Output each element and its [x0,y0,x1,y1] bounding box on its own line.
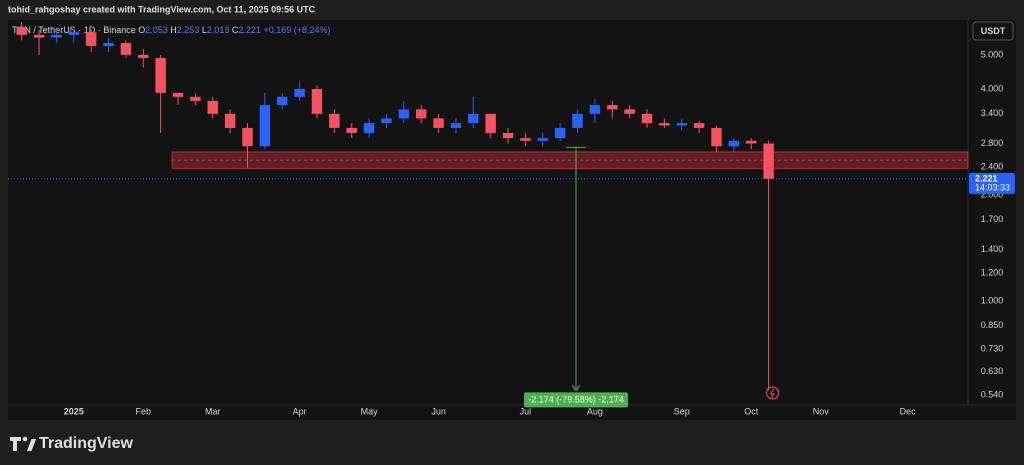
candle-body [259,105,271,147]
y-tick-label: 0.630 [981,366,1004,376]
candle-body [33,34,45,38]
x-tick-label: Aug [587,406,603,416]
last-price-label: 2.221 [975,173,998,183]
y-tick-label: 0.730 [981,343,1004,353]
candle-body [68,32,80,35]
legend-key: H [170,25,177,35]
y-tick-label: 2.800 [981,138,1004,148]
y-tick-label: 1.000 [981,295,1004,305]
y-tick-label: 4.000 [981,83,1004,93]
x-tick-label: Dec [900,406,917,416]
legend-key: O [138,25,145,35]
candle-body [554,127,566,139]
candle-body [728,140,740,147]
x-tick-label: Jul [520,406,532,416]
candle-body [172,92,184,97]
candle-body [363,123,375,133]
candle-body [85,32,97,46]
y-tick-label: 2.400 [981,161,1004,171]
candle-body [711,127,722,147]
y-tick-label: 5.000 [981,49,1004,59]
candle-body [398,109,410,119]
candle-body [242,127,253,147]
candle-body [641,113,653,124]
candle-body [572,113,583,128]
alert-icon [766,386,780,400]
y-tick-label: 1.200 [981,267,1004,277]
candle-body [485,113,496,133]
candle-body [693,123,705,128]
y-tick-label: 0.540 [981,389,1004,399]
x-tick-label: Jun [431,406,446,416]
header: tohid_rahgoshay created with TradingView… [8,4,316,14]
candle-body [433,118,444,128]
legend-key: C [232,25,239,35]
brand-logo [10,436,36,451]
x-tick-label: Oct [744,406,759,416]
measure-label: -2.174 (-79.58%) -2,174 [528,395,624,405]
candle-body [607,105,618,110]
candle-body [346,127,357,133]
y-tick-label: 1.700 [981,214,1004,224]
measure-arrow [571,385,581,392]
candle-body [589,105,601,114]
x-tick-label: 2025 [64,406,84,416]
candle-body [468,113,479,124]
chart-panel [8,20,1016,420]
candle-body [155,57,166,93]
candle-body [676,123,687,126]
candle-body [537,138,549,141]
measure-label-box [524,392,628,408]
candle-body [502,132,514,139]
x-tick-label: Mar [205,406,221,416]
candle-body [120,43,132,55]
candle-body [311,88,323,114]
candle-body [381,118,392,124]
candle-body [415,109,427,119]
candle-body [624,109,635,114]
legend-value: 2.013 [207,25,230,35]
brand: TradingView [39,435,134,452]
candle-body [746,140,757,144]
candle-body [277,96,288,106]
alert-bolt [769,388,775,399]
x-tick-label: Apr [293,406,307,416]
candle-body [138,54,149,58]
legend-value: 2.253 [177,25,200,35]
y-tick-label: 0.850 [981,320,1004,330]
y-tick-label: 2.000 [981,189,1004,199]
candle-body [51,34,62,38]
x-tick-label: Nov [813,406,830,416]
legend-key: L [202,25,207,35]
legend: TON / TetherUS · 1D · Binance O2.053 H2.… [12,25,331,35]
candle-body [763,143,774,179]
candle-body [207,100,218,114]
candle-body [103,43,114,46]
legend-change: +0.169 (+8.24%) [263,25,330,35]
candle-body [520,138,531,141]
legend-value: 2.053 [145,25,168,35]
candle-body [329,113,340,128]
last-price-box [969,172,1015,194]
x-tick-label: Sep [674,406,690,416]
x-tick-label: Feb [136,406,152,416]
y-tick-label: 1.400 [981,244,1004,254]
candle-body [190,96,201,101]
candle-body [450,123,462,128]
countdown: 14:03:33 [975,182,1010,192]
candle-body [16,27,27,35]
y-tick-label: 3.400 [981,108,1004,118]
currency-button[interactable] [972,21,1014,41]
legend-value: 2.221 [238,25,261,35]
candle-body [224,113,236,128]
currency[interactable]: USDT [981,26,1006,36]
x-tick-label: May [361,406,379,416]
candle-body [294,88,305,97]
candle-body [659,123,670,126]
